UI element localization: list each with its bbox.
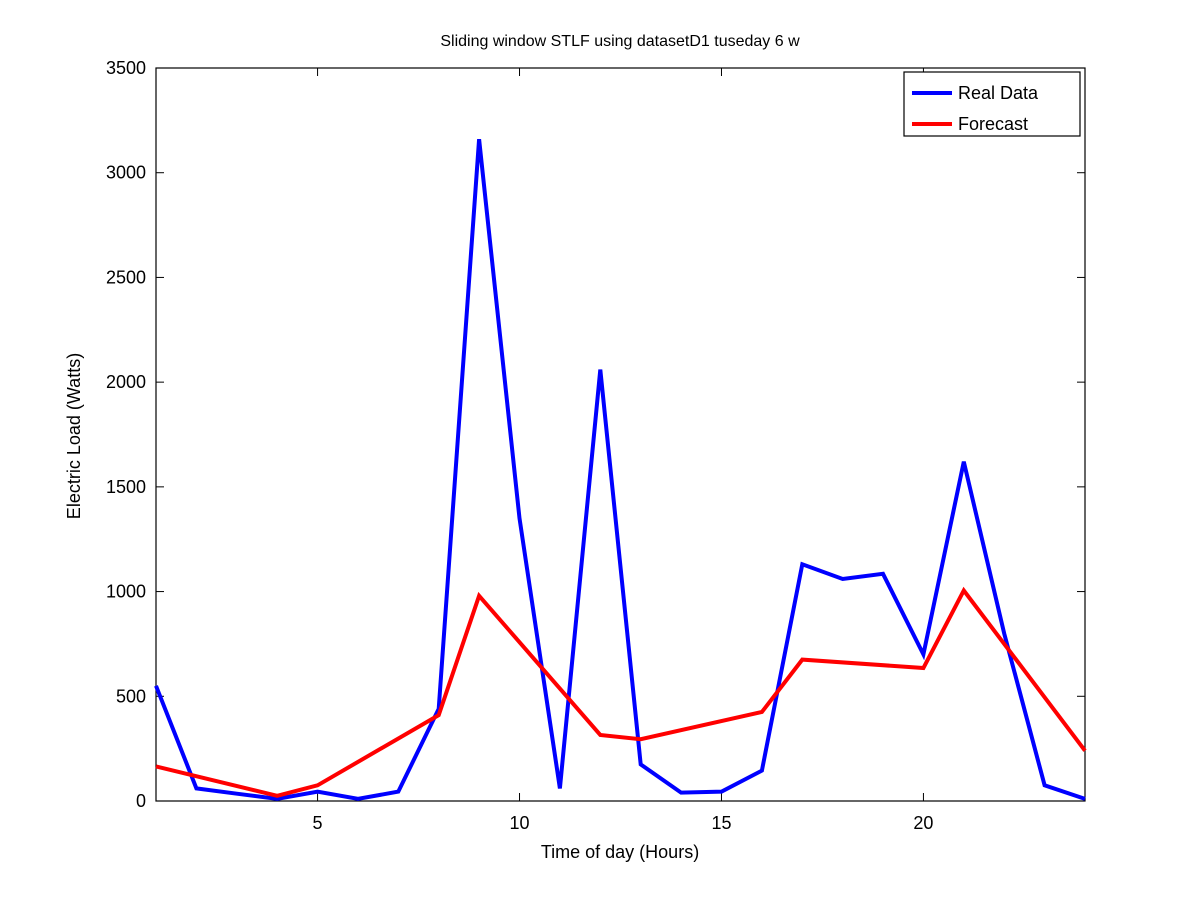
- y-axis-label: Electric Load (Watts): [64, 353, 84, 519]
- legend-label-1: Forecast: [958, 114, 1028, 134]
- plot-area: 5 10 15 20 0 500 1000 1500 2000 2500 3000 3500: [106, 58, 1087, 833]
- y-tick-label: 2000: [106, 372, 146, 392]
- x-tick-label: 10: [510, 813, 530, 833]
- x-axis-label: Time of day (Hours): [541, 842, 699, 862]
- y-tick-label: 0: [136, 791, 146, 811]
- plot-frame: [155, 67, 1086, 802]
- x-tick-label: 20: [913, 813, 933, 833]
- legend: Real Data Forecast: [903, 71, 1081, 137]
- y-tick-label: 500: [116, 686, 146, 706]
- y-tick-label: 3000: [106, 163, 146, 183]
- x-tick-label: 5: [313, 813, 323, 833]
- y-tick-label: 1500: [106, 477, 146, 497]
- series-line-0: [154, 138, 1086, 801]
- y-tick-label: 3500: [106, 58, 146, 78]
- y-tick-label: 2500: [106, 267, 146, 287]
- y-tick-label: 1000: [106, 582, 146, 602]
- x-tick-label: 15: [711, 813, 731, 833]
- legend-label-0: Real Data: [958, 83, 1039, 103]
- chart-title: Sliding window STLF using datasetD1 tuse…: [440, 33, 800, 50]
- series-line-1: [155, 586, 1087, 798]
